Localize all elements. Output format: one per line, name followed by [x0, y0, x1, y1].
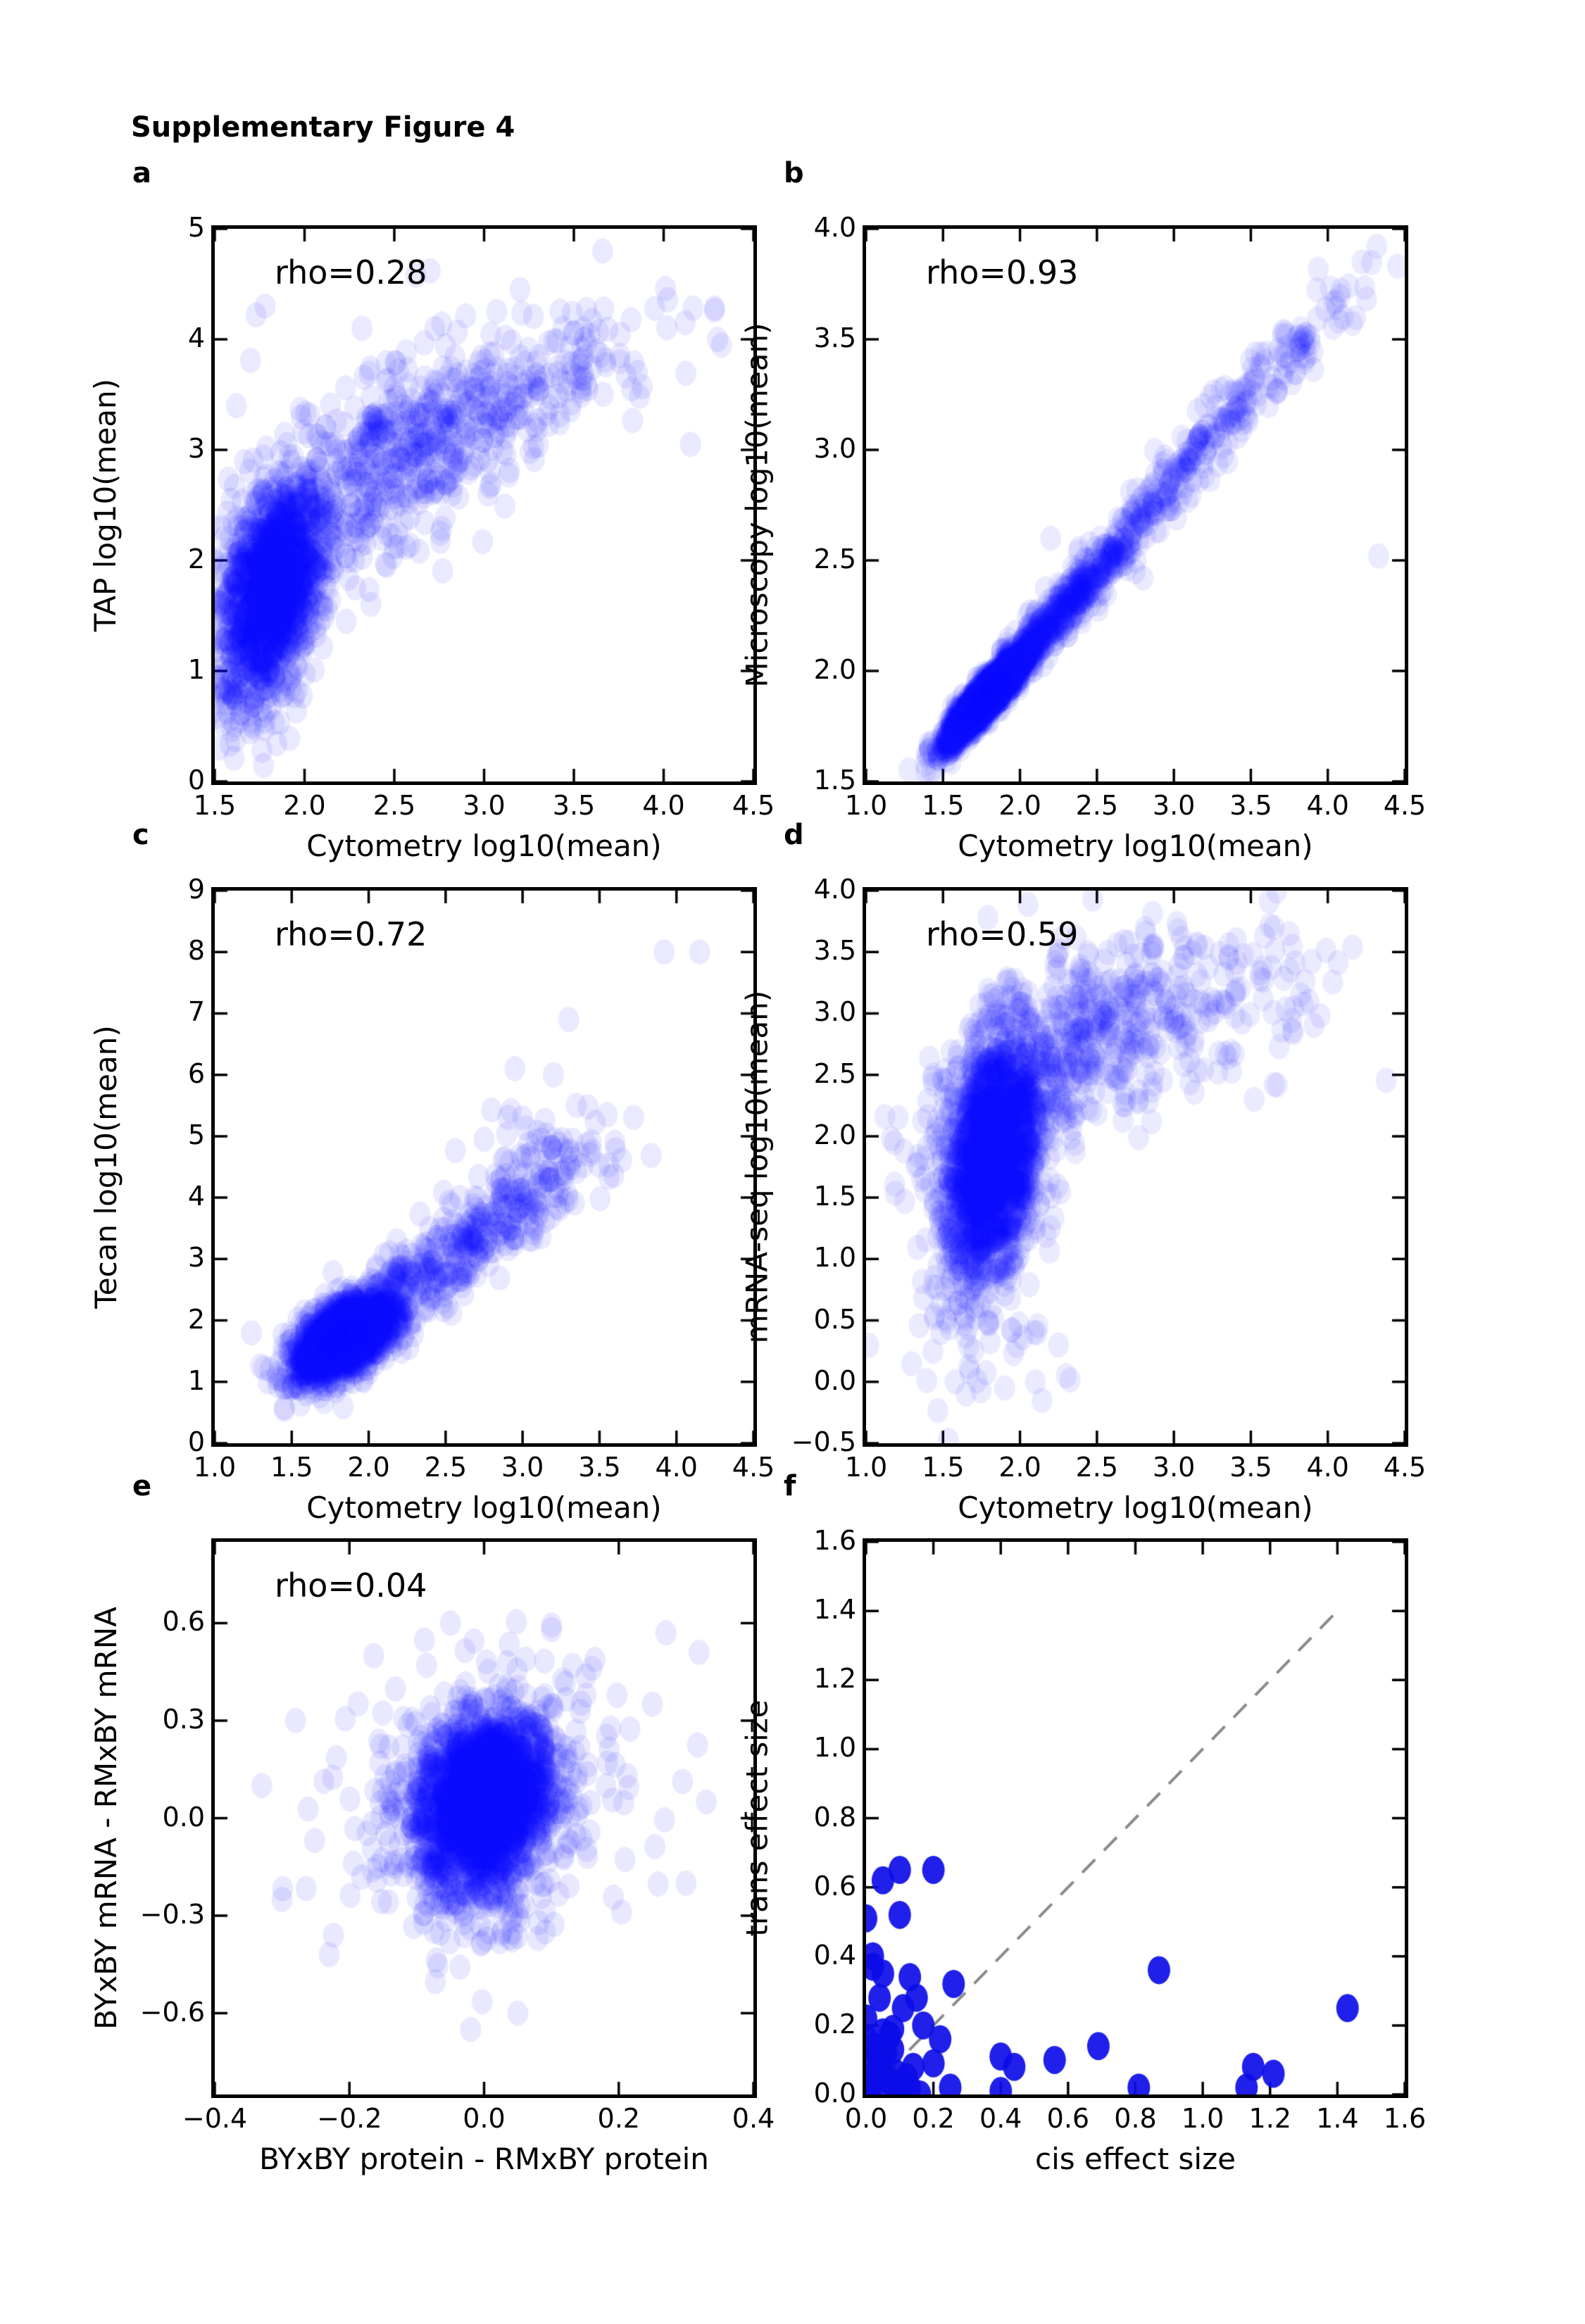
panel-a-canvas — [215, 229, 753, 781]
panel-f-letter: f — [784, 1470, 796, 1502]
x-tick-label: 4.0 — [1306, 790, 1349, 821]
panel-a-plot: rho=0.28 1.5 2.0 2.5 3.0 3.5 4.0 4.5 0 1 2 3 4 5 Cyt… — [89, 212, 775, 863]
x-tick-label: 1.6 — [1383, 2103, 1427, 2134]
panel-d-canvas — [866, 891, 1405, 1443]
x-tick-label: 3.5 — [1229, 790, 1272, 821]
panel-c-letter: c — [132, 819, 149, 851]
panel-c-canvas — [215, 891, 753, 1443]
x-tick-label: 2.0 — [283, 790, 326, 821]
panel-e-y-axis-label: BYxBY mRNA - RMxBY mRNA — [88, 1607, 123, 2030]
panel-a-letter: a — [132, 157, 151, 189]
panel-c-plot: rho=0.72 1.0 1.5 2.0 2.5 3.0 3.5 4.0 4.5 0 1 2 3 4 5 6… — [89, 874, 775, 1525]
panel-e-canvas — [215, 1542, 753, 2094]
x-tick-label: 4.0 — [1306, 1452, 1349, 1483]
x-tick-label: 2.0 — [347, 1452, 390, 1483]
panel-a-rho-annotation: rho=0.28 — [275, 253, 427, 291]
panel-e-x-axis-label: BYxBY protein - RMxBY protein — [259, 2142, 709, 2176]
x-tick-label: 1.2 — [1248, 2103, 1291, 2134]
x-tick-label: 4.5 — [1383, 1452, 1427, 1483]
x-tick-label: 3.5 — [1229, 1452, 1272, 1483]
panel-f-canvas — [866, 1542, 1405, 2094]
x-tick-label: 1.5 — [922, 790, 965, 821]
panel-d-rho-annotation: rho=0.59 — [926, 915, 1079, 953]
x-tick-label: 1.0 — [844, 790, 888, 821]
x-tick-label: 2.5 — [372, 790, 416, 821]
x-tick-label: 0.4 — [979, 2103, 1022, 2134]
x-tick-label: 1.0 — [844, 1452, 888, 1483]
x-tick-label: 4.0 — [655, 1452, 698, 1483]
x-tick-label: 2.5 — [424, 1452, 468, 1483]
x-tick-label: 0.8 — [1114, 2103, 1157, 2134]
x-tick-label: 2.5 — [1075, 1452, 1119, 1483]
panel-e-plot: rho=0.04 −0.4 −0.2 0.0 0.2 0.4 −0.6 −0.3 0.0 0.3… — [89, 1538, 775, 2176]
x-tick-label: −0.2 — [317, 2103, 382, 2134]
x-tick-label: 1.0 — [193, 1452, 237, 1483]
x-tick-label: 1.4 — [1316, 2103, 1359, 2134]
panel-d-letter: d — [784, 819, 804, 851]
panel-f-plot: 0.0 0.2 0.4 0.6 0.8 1.0 1.2 1.4 1.6 0.0 0.2 0.4 0.6 0… — [740, 1525, 1427, 2176]
panel-b-letter: b — [784, 157, 804, 189]
panel-f-y-axis-label: trans effect size — [739, 1700, 775, 1937]
panel-d-x-axis-label: Cytometry log10(mean) — [958, 1490, 1313, 1525]
panel-b-x-axis-label: Cytometry log10(mean) — [958, 829, 1313, 863]
panel-b-canvas — [866, 229, 1405, 781]
x-tick-label: 1.5 — [193, 790, 237, 821]
panel-d-plot: rho=0.59 1.0 1.5 2.0 2.5 3.0 3.5 4.0 4.5 −0.5 0.0… — [740, 874, 1427, 1525]
panel-c-rho-annotation: rho=0.72 — [275, 915, 427, 953]
panel-d-y-axis-label: mRNA-seq log10(mean) — [739, 990, 775, 1344]
x-tick-label: 4.5 — [732, 790, 775, 821]
x-tick-label: 0.2 — [912, 2103, 955, 2134]
panel-a-x-axis-label: Cytometry log10(mean) — [306, 829, 662, 863]
x-tick-label: 1.5 — [270, 1452, 313, 1483]
panel-b-y-axis-label: Microscopy log10(mean) — [739, 322, 775, 688]
x-tick-label: 2.0 — [998, 790, 1041, 821]
x-tick-label: 3.0 — [501, 1452, 544, 1483]
x-tick-label: 4.0 — [642, 790, 685, 821]
x-tick-label: 1.5 — [922, 1452, 965, 1483]
x-tick-label: 4.5 — [1383, 790, 1427, 821]
panel-e-rho-annotation: rho=0.04 — [275, 1566, 427, 1604]
panel-c-x-axis-label: Cytometry log10(mean) — [306, 1490, 662, 1525]
x-tick-label: 2.0 — [998, 1452, 1041, 1483]
x-tick-label: 0.6 — [1046, 2103, 1090, 2134]
x-tick-label: 3.5 — [552, 790, 596, 821]
panel-c-y-axis-label: Tecan log10(mean) — [88, 1025, 123, 1309]
x-tick-label: 2.5 — [1075, 790, 1119, 821]
x-tick-label: 0.0 — [463, 2103, 506, 2134]
x-tick-label: 3.0 — [1152, 790, 1196, 821]
x-tick-label: 3.0 — [1152, 1452, 1196, 1483]
x-tick-label: 0.2 — [597, 2103, 640, 2134]
panel-b-plot: rho=0.93 1.0 1.5 2.0 2.5 3.0 3.5 4.0 4.5 1.5 2.0 2… — [740, 212, 1427, 863]
panel-b-rho-annotation: rho=0.93 — [926, 253, 1079, 291]
figure-title: Supplementary Figure 4 — [131, 111, 515, 144]
panel-e-letter: e — [132, 1470, 152, 1502]
x-tick-label: −0.4 — [182, 2103, 248, 2134]
x-tick-label: 0.4 — [732, 2103, 775, 2134]
x-tick-label: 3.5 — [578, 1452, 621, 1483]
x-tick-label: 3.0 — [463, 790, 506, 821]
panel-a-y-axis-label: TAP log10(mean) — [88, 378, 123, 632]
x-tick-label: 0.0 — [844, 2103, 888, 2134]
x-tick-label: 1.0 — [1181, 2103, 1224, 2134]
panel-f-x-axis-label: cis effect size — [1035, 2142, 1236, 2176]
